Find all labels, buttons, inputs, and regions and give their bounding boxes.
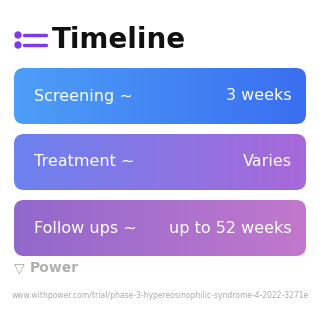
Text: Screening ~: Screening ~ xyxy=(34,89,133,104)
Text: Treatment ~: Treatment ~ xyxy=(34,154,134,169)
Text: Timeline: Timeline xyxy=(52,26,186,54)
Circle shape xyxy=(15,42,21,48)
Text: Power: Power xyxy=(30,261,79,275)
Text: 3 weeks: 3 weeks xyxy=(226,89,292,104)
Circle shape xyxy=(15,32,21,38)
Text: ▽: ▽ xyxy=(14,261,24,275)
Text: www.withpower.com/trial/phase-3-hypereosinophilic-syndrome-4-2022-3271e: www.withpower.com/trial/phase-3-hypereos… xyxy=(12,290,308,300)
Text: Follow ups ~: Follow ups ~ xyxy=(34,220,137,235)
Text: Varies: Varies xyxy=(243,154,292,169)
Text: up to 52 weeks: up to 52 weeks xyxy=(169,220,292,235)
